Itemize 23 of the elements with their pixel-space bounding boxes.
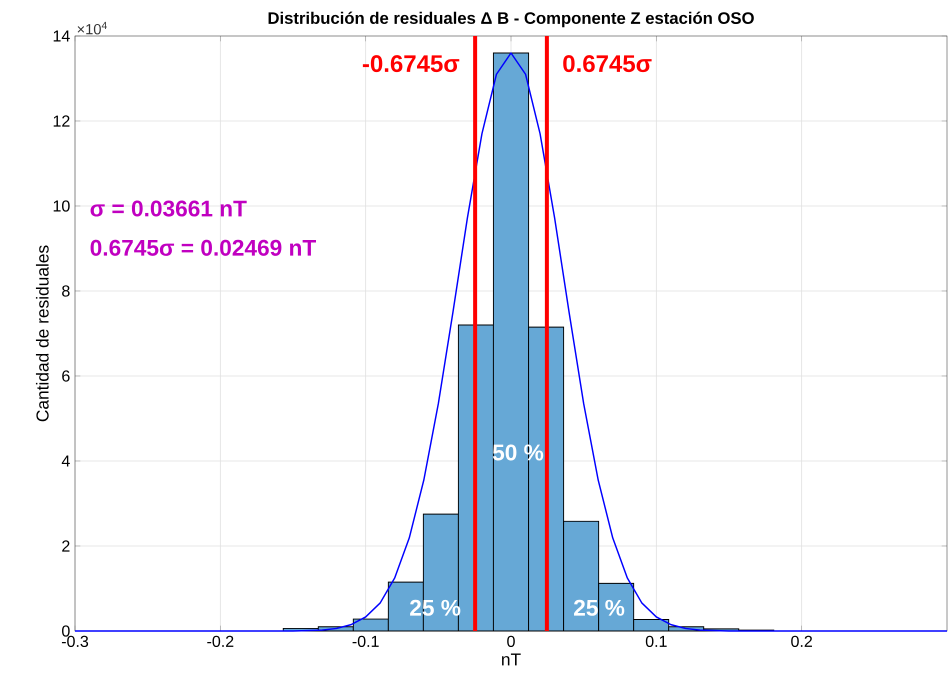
x-tick-label: -0.1 (352, 636, 379, 648)
y-tick-label: 10 (54, 200, 70, 212)
x-tick-label: 0.2 (791, 636, 812, 648)
ref-line-label: -0.6745σ (362, 55, 460, 72)
ref-line-label: 0.6745σ (563, 55, 652, 72)
y-tick-label: 8 (62, 285, 70, 297)
x-tick-label: -0.3 (62, 636, 88, 648)
annotation: 0.6745σ = 0.02469 nT (90, 240, 316, 256)
x-tick-label: -0.2 (207, 636, 234, 648)
text: ×10$^{4}$ (78, 22, 107, 34)
y-tick-label: 6 (62, 370, 70, 382)
chart-title: Distribución de residuales Δ B - Componente Z estación OSO (268, 12, 754, 28)
x-tick-label: 0 (507, 636, 515, 648)
y-tick-label: 4 (62, 455, 70, 466)
y-tick-label: 14 (54, 30, 70, 42)
y-axis-title: Cantidad de residuales (36, 246, 49, 422)
annotation: 25 % (574, 600, 624, 616)
annotation: σ = 0.03661 nT (90, 200, 247, 217)
y-tick-label: 0 (62, 625, 70, 637)
x-axis-title: nT (502, 654, 521, 666)
y-tick-label: 12 (54, 115, 70, 127)
x-tick-label: 0.1 (646, 636, 667, 648)
y-tick-label: 2 (62, 540, 70, 552)
